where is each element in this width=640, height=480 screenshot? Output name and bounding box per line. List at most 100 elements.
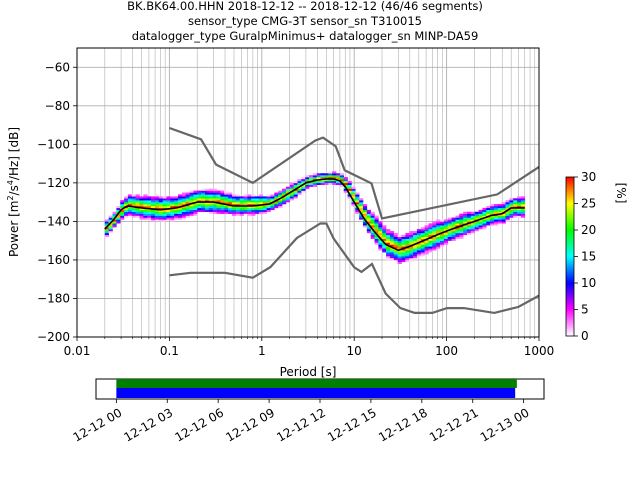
histogram-cell bbox=[181, 207, 187, 211]
histogram-cell bbox=[451, 219, 456, 222]
histogram-cell bbox=[409, 238, 414, 241]
histogram-cell bbox=[378, 223, 383, 226]
histogram-cell bbox=[127, 211, 133, 214]
histogram-cell bbox=[455, 225, 460, 228]
histogram-cell bbox=[401, 250, 406, 253]
histogram-cell bbox=[231, 209, 237, 212]
histogram-cell bbox=[247, 204, 252, 207]
histogram-cell bbox=[212, 194, 217, 197]
histogram-cell bbox=[174, 217, 179, 220]
histogram-cell bbox=[405, 244, 410, 247]
colorbar-tick-label: 0 bbox=[581, 329, 589, 343]
histogram-cell bbox=[432, 236, 437, 239]
histogram-cell bbox=[428, 234, 433, 238]
histogram-cell bbox=[478, 225, 483, 228]
histogram-cell bbox=[405, 236, 410, 239]
histogram-cell bbox=[378, 242, 383, 245]
histogram-cell bbox=[231, 202, 237, 205]
histogram-cell bbox=[517, 211, 522, 214]
histogram-cell bbox=[216, 211, 221, 214]
x-tick-label: 0.1 bbox=[160, 344, 179, 358]
histogram-cell bbox=[185, 209, 190, 212]
histogram-cell bbox=[359, 198, 364, 201]
histogram-cell bbox=[220, 190, 225, 193]
histogram-cell bbox=[397, 259, 402, 263]
histogram-cell bbox=[455, 234, 460, 238]
histogram-cell bbox=[382, 225, 387, 228]
histogram-cell bbox=[235, 200, 240, 203]
histogram-cell bbox=[374, 242, 379, 245]
histogram-cell bbox=[135, 202, 140, 205]
histogram-cell bbox=[478, 221, 483, 224]
histogram-cell bbox=[131, 211, 136, 214]
histogram-cell bbox=[513, 213, 518, 216]
histogram-cell bbox=[247, 200, 252, 203]
histogram-cell bbox=[335, 177, 341, 180]
histogram-cell bbox=[174, 213, 179, 216]
histogram-cell bbox=[143, 213, 148, 216]
histogram-cell bbox=[451, 217, 456, 220]
histogram-cell bbox=[366, 227, 371, 230]
histogram-cell bbox=[451, 236, 456, 239]
histogram-cell bbox=[285, 200, 291, 203]
histogram-cell bbox=[440, 225, 445, 228]
histogram-cell bbox=[178, 207, 183, 211]
histogram-cell bbox=[189, 207, 194, 211]
histogram-cell bbox=[243, 204, 248, 207]
histogram-cell bbox=[212, 204, 217, 207]
histogram-cell bbox=[193, 207, 198, 211]
histogram-cell bbox=[389, 242, 395, 245]
histogram-cell bbox=[497, 211, 502, 214]
histogram-cell bbox=[486, 207, 491, 211]
histogram-cell bbox=[370, 227, 375, 230]
histogram-cell bbox=[355, 204, 360, 207]
histogram-cell bbox=[120, 209, 125, 212]
histogram-cell bbox=[355, 202, 360, 205]
histogram-cell bbox=[124, 209, 129, 212]
histogram-cell bbox=[127, 198, 133, 201]
y-tick-label: −140 bbox=[37, 214, 70, 228]
histogram-cell bbox=[509, 209, 514, 212]
histogram-cell bbox=[162, 211, 167, 214]
histogram-cell bbox=[351, 202, 356, 205]
histogram-cell bbox=[243, 196, 248, 199]
histogram-cell bbox=[374, 229, 379, 232]
histogram-cell bbox=[409, 240, 414, 243]
histogram-cell bbox=[239, 200, 244, 203]
histogram-cell bbox=[189, 200, 194, 203]
histogram-cell bbox=[409, 250, 414, 253]
histogram-cell bbox=[482, 219, 487, 222]
histogram-cell bbox=[312, 177, 318, 180]
histogram-cell bbox=[347, 196, 352, 199]
histogram-cell bbox=[474, 225, 479, 228]
histogram-cell bbox=[505, 219, 510, 222]
histogram-cell bbox=[147, 198, 152, 201]
histogram-cell bbox=[285, 186, 291, 189]
histogram-cell bbox=[251, 207, 256, 211]
histogram-cell bbox=[139, 217, 144, 220]
histogram-cell bbox=[270, 198, 275, 201]
histogram-cell bbox=[359, 209, 364, 212]
histogram-cell bbox=[158, 204, 163, 207]
histogram-cell bbox=[170, 209, 175, 212]
histogram-cell bbox=[493, 215, 499, 218]
histogram-cell bbox=[189, 198, 194, 201]
histogram-cell bbox=[505, 213, 510, 216]
histogram-cell bbox=[178, 209, 183, 212]
histogram-cell bbox=[497, 204, 502, 207]
histogram-cell bbox=[459, 215, 464, 218]
histogram-cell bbox=[382, 244, 387, 247]
histogram-cell bbox=[324, 180, 329, 184]
histogram-cell bbox=[166, 205, 171, 209]
histogram-cell bbox=[393, 236, 398, 239]
histogram-cell bbox=[239, 196, 244, 199]
histogram-cell bbox=[301, 180, 306, 184]
histogram-cell bbox=[520, 213, 526, 216]
histogram-cell bbox=[174, 205, 179, 209]
histogram-cell bbox=[154, 204, 160, 207]
histogram-cell bbox=[262, 207, 267, 211]
histogram-cell bbox=[139, 202, 144, 205]
y-tick-label: −160 bbox=[37, 253, 70, 267]
histogram-cell bbox=[147, 200, 152, 203]
